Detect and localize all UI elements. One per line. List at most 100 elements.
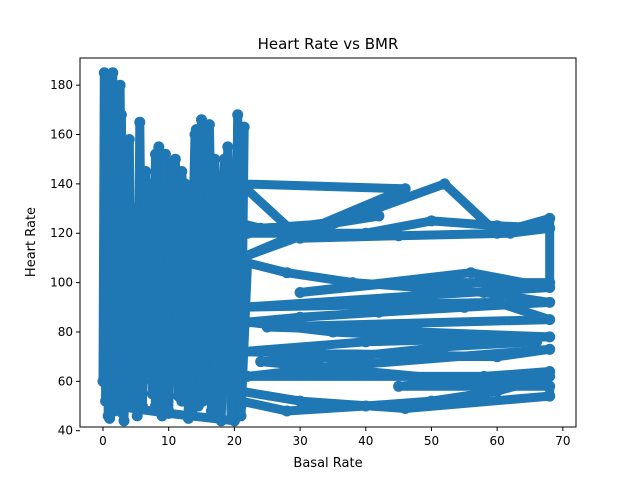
data-point (134, 116, 146, 128)
data-point (360, 366, 372, 377)
data-point (196, 114, 207, 126)
data-point (544, 331, 556, 343)
data-point (126, 400, 138, 412)
data-point (209, 407, 221, 419)
data-point (176, 166, 188, 177)
data-point (106, 84, 118, 96)
series-layer (97, 67, 556, 427)
data-point (118, 415, 130, 427)
data-point (491, 385, 503, 397)
data-point (125, 375, 137, 387)
data-point (242, 257, 253, 269)
x-axis-ticks: 0 10 20 30 40 50 60 70 (99, 427, 571, 448)
data-point (426, 215, 437, 227)
data-point (114, 79, 126, 91)
y-tick-label: 140 (50, 177, 73, 191)
data-point (544, 380, 556, 392)
data-point (186, 405, 198, 417)
data-point (478, 287, 490, 298)
data-point (238, 121, 250, 133)
data-point (426, 395, 437, 407)
data-point (399, 183, 411, 195)
y-tick-label: 80 (58, 325, 73, 339)
data-point (197, 395, 209, 407)
data-point (222, 141, 234, 153)
data-point (215, 415, 227, 427)
data-point (393, 230, 405, 242)
y-tick-label: 60 (58, 374, 73, 388)
y-tick-label: 160 (50, 128, 73, 142)
data-point (294, 287, 306, 298)
data-point (347, 351, 359, 363)
data-point (347, 277, 359, 289)
y-tick-label: 180 (50, 78, 73, 92)
data-point (544, 222, 556, 234)
data-point (465, 375, 477, 387)
plot-frame (79, 57, 577, 428)
x-tick-label: 0 (99, 434, 107, 448)
data-point (294, 311, 306, 323)
data-point (544, 370, 556, 382)
y-axis-label: Heart Rate (24, 207, 39, 277)
data-point (156, 410, 168, 422)
data-point (122, 148, 134, 160)
data-point (360, 227, 372, 239)
data-point (219, 153, 230, 165)
data-point (465, 267, 477, 279)
data-point (131, 410, 143, 422)
data-point (123, 134, 135, 145)
chart-title: Heart Rate vs BMR (258, 35, 399, 53)
data-point (107, 67, 119, 79)
series-2-line (101, 75, 555, 426)
data-point (115, 109, 127, 121)
data-point (242, 227, 253, 239)
data-point (232, 178, 244, 190)
data-point (544, 314, 556, 326)
data-point (159, 148, 171, 160)
data-point (294, 395, 306, 407)
x-tick-label: 60 (490, 434, 505, 448)
data-point (110, 380, 122, 392)
data-point (235, 395, 247, 407)
data-point (360, 400, 372, 412)
data-point (544, 296, 556, 308)
data-point (166, 158, 178, 170)
data-point (327, 217, 339, 229)
data-point (412, 282, 424, 293)
data-point (235, 410, 247, 422)
data-point (104, 412, 116, 424)
data-point (531, 336, 543, 348)
data-point (232, 109, 244, 121)
data-point (130, 227, 142, 239)
data-point (281, 405, 293, 417)
data-point (373, 210, 385, 222)
data-point (360, 336, 372, 348)
data-point (140, 166, 152, 177)
data-point (225, 412, 237, 424)
data-point (146, 388, 158, 400)
data-point (544, 212, 556, 224)
data-point (294, 232, 306, 244)
data-point (426, 331, 437, 343)
data-point (439, 178, 451, 190)
data-point (255, 222, 267, 234)
x-tick-label: 70 (555, 434, 570, 448)
data-point (491, 227, 503, 239)
data-point (203, 119, 215, 131)
data-point (150, 148, 161, 160)
y-axis-ticks: 40 60 80 100 120 140 160 180 (50, 78, 80, 438)
x-tick-label: 40 (358, 434, 373, 448)
data-point (281, 267, 293, 279)
y-tick-label: 40 (58, 424, 73, 438)
data-point (504, 227, 516, 239)
data-point (491, 351, 503, 363)
data-point (458, 301, 470, 313)
data-point (327, 326, 339, 338)
y-tick-label: 120 (50, 226, 73, 240)
x-tick-label: 30 (292, 434, 307, 448)
data-point (136, 400, 148, 412)
x-tick-label: 20 (227, 434, 242, 448)
data-point (544, 343, 556, 355)
data-point (544, 390, 556, 402)
data-point (544, 282, 556, 293)
